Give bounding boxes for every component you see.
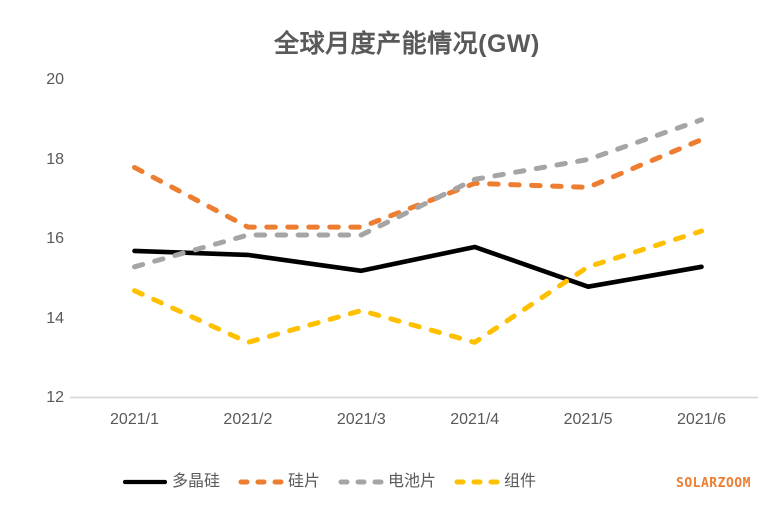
legend-label-polysilicon: 多晶硅 [172, 473, 221, 490]
y-axis-tick-label: 14 [46, 309, 64, 327]
legend-item-polysilicon: 多晶硅 [122, 473, 220, 491]
legend-line-sample-cell [338, 479, 384, 485]
x-axis-tick-label: 2021/1 [110, 411, 159, 428]
chart-legend: 多晶硅 硅片 电池片 组件 [122, 469, 536, 495]
legend-line-sample-wafer [238, 479, 284, 485]
legend-line-sample-module [454, 479, 500, 485]
legend-item-module: 组件 [454, 473, 536, 491]
y-axis-tick-label: 18 [46, 150, 64, 168]
y-axis-tick-label: 12 [46, 389, 64, 406]
legend-label-module: 组件 [504, 473, 537, 490]
x-axis-tick-label: 2021/6 [677, 411, 726, 428]
chart-title: 全球月度产能情况(GW) [274, 30, 540, 58]
y-axis-tick-label: 20 [46, 71, 64, 88]
x-axis-tick-label: 2021/5 [563, 411, 613, 428]
x-axis-tick-label: 2021/4 [450, 411, 500, 428]
x-axis-tick-label: 2021/3 [336, 411, 386, 428]
x-axis-tick-label: 2021/2 [223, 411, 273, 428]
legend-item-wafer: 硅片 [238, 473, 320, 491]
plot-area [70, 117, 758, 399]
series-line-wafer [132, 137, 704, 230]
legend-line-sample-polysilicon [122, 479, 168, 485]
series-line-module [132, 228, 704, 345]
solarzoom-logo: SOLARZOOM [676, 476, 751, 491]
legend-label-wafer: 硅片 [288, 473, 321, 490]
series-line-cell [132, 117, 704, 270]
legend-item-cell: 电池片 [338, 473, 436, 491]
series-line-polysilicon [132, 244, 704, 290]
legend-label-cell: 电池片 [388, 473, 437, 490]
y-axis-tick-label: 16 [46, 230, 64, 247]
